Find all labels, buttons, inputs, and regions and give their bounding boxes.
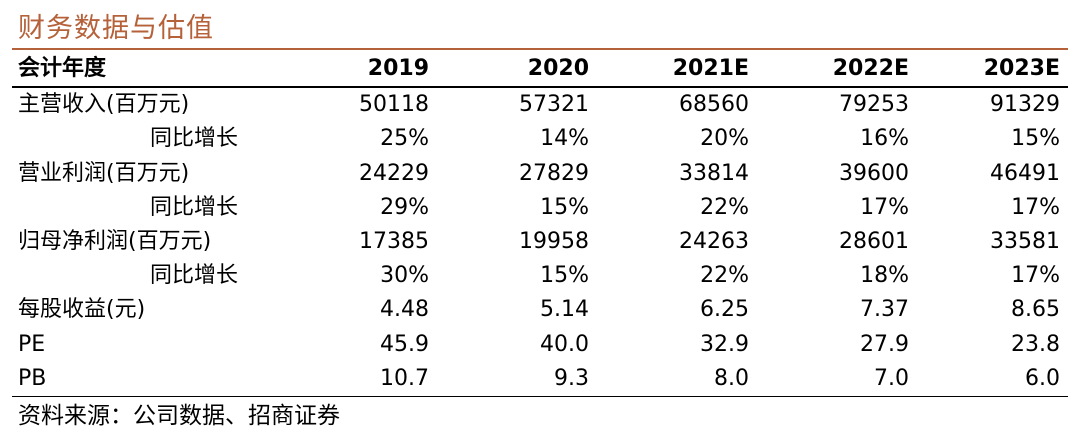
cell-value: 50118	[359, 92, 429, 118]
table-title: 财务数据与估值	[18, 13, 214, 44]
cell-value: 27829	[519, 160, 589, 186]
cell-value: 19958	[519, 229, 589, 255]
table-row: 每股收益(元) 4.48 5.14 6.25 7.37 8.65	[12, 293, 1068, 327]
cell-value: 15%	[540, 194, 589, 220]
cell-value: 17%	[1011, 194, 1060, 220]
cell-value: 22%	[700, 194, 749, 220]
cell-value: 28601	[839, 229, 909, 255]
table-row: 营业利润(百万元) 24229 27829 33814 39600 46491	[12, 157, 1068, 191]
cell-value: 14%	[540, 126, 589, 152]
cell-value: 24263	[679, 229, 749, 255]
cell-value: 25%	[380, 126, 429, 152]
cell-value: 5.14	[540, 297, 589, 323]
row-label: PB	[12, 361, 272, 397]
source-note: 资料来源：公司数据、招商证券	[18, 403, 340, 429]
cell-value: 39600	[839, 160, 909, 186]
cell-value: 57321	[519, 92, 589, 118]
row-label: 营业利润(百万元)	[18, 160, 190, 186]
table-row: PB 10.7 9.3 8.0 7.0 6.0	[12, 361, 1068, 397]
header-label: 会计年度	[12, 52, 272, 89]
cell-value: 79253	[839, 92, 909, 118]
cell-value: 7.37	[860, 297, 909, 323]
row-label: 同比增长	[150, 263, 239, 289]
header-year: 2019	[272, 52, 437, 89]
cell-value: 33814	[679, 160, 749, 186]
cell-value: 46491	[990, 160, 1060, 186]
cell-value: 33581	[990, 229, 1060, 255]
table-row: PE 45.9 40.0 32.9 27.9 23.8	[12, 328, 1068, 362]
title-divider	[12, 48, 1068, 50]
cell-value: 18%	[860, 263, 909, 289]
cell-value: 17%	[1011, 263, 1060, 289]
row-label: 同比增长	[150, 126, 239, 152]
row-label: 每股收益(元)	[18, 297, 146, 323]
header-year: 2020	[437, 52, 597, 89]
cell-value: 91329	[990, 92, 1060, 118]
cell-value: 27.9	[860, 331, 909, 357]
cell-value: 30%	[380, 263, 429, 289]
cell-value: 45.9	[380, 331, 429, 357]
table-row: 主营收入(百万元) 50118 57321 68560 79253 91329	[12, 87, 1068, 122]
table-row: 同比增长 25% 14% 20% 16% 15%	[12, 122, 1068, 156]
cell-value: 4.48	[380, 297, 429, 323]
cell-value: 68560	[679, 92, 749, 118]
cell-value: 6.25	[700, 297, 749, 323]
cell-value: 9.3	[437, 361, 597, 397]
row-label: PE	[18, 331, 46, 357]
cell-value: 8.65	[1011, 297, 1060, 323]
cell-value: 17%	[860, 194, 909, 220]
header-row: 会计年度 2019 2020 2021E 2022E 2023E	[12, 52, 1068, 89]
cell-value: 7.0	[757, 361, 917, 397]
table-row: 同比增长 29% 15% 22% 17% 17%	[12, 191, 1068, 225]
header-year: 2022E	[757, 52, 917, 89]
row-label: 主营收入(百万元)	[18, 92, 190, 118]
cell-value: 6.0	[917, 361, 1068, 397]
cell-value: 32.9	[700, 331, 749, 357]
table-row: 归母净利润(百万元) 17385 19958 24263 28601 33581	[12, 225, 1068, 259]
cell-value: 40.0	[540, 331, 589, 357]
table-row: 同比增长 30% 15% 22% 18% 17%	[12, 259, 1068, 293]
cell-value: 10.7	[272, 361, 437, 397]
cell-value: 29%	[380, 194, 429, 220]
financial-table: 会计年度 2019 2020 2021E 2022E 2023E 主营收入(百万…	[12, 52, 1068, 397]
row-label: 同比增长	[150, 194, 239, 220]
cell-value: 15%	[540, 263, 589, 289]
row-label: 归母净利润(百万元)	[18, 229, 212, 255]
header-year: 2023E	[917, 52, 1068, 89]
cell-value: 22%	[700, 263, 749, 289]
cell-value: 15%	[1011, 126, 1060, 152]
cell-value: 16%	[860, 126, 909, 152]
header-year: 2021E	[597, 52, 757, 89]
cell-value: 17385	[359, 229, 429, 255]
cell-value: 20%	[700, 126, 749, 152]
cell-value: 23.8	[1011, 331, 1060, 357]
cell-value: 24229	[359, 160, 429, 186]
cell-value: 8.0	[597, 361, 757, 397]
